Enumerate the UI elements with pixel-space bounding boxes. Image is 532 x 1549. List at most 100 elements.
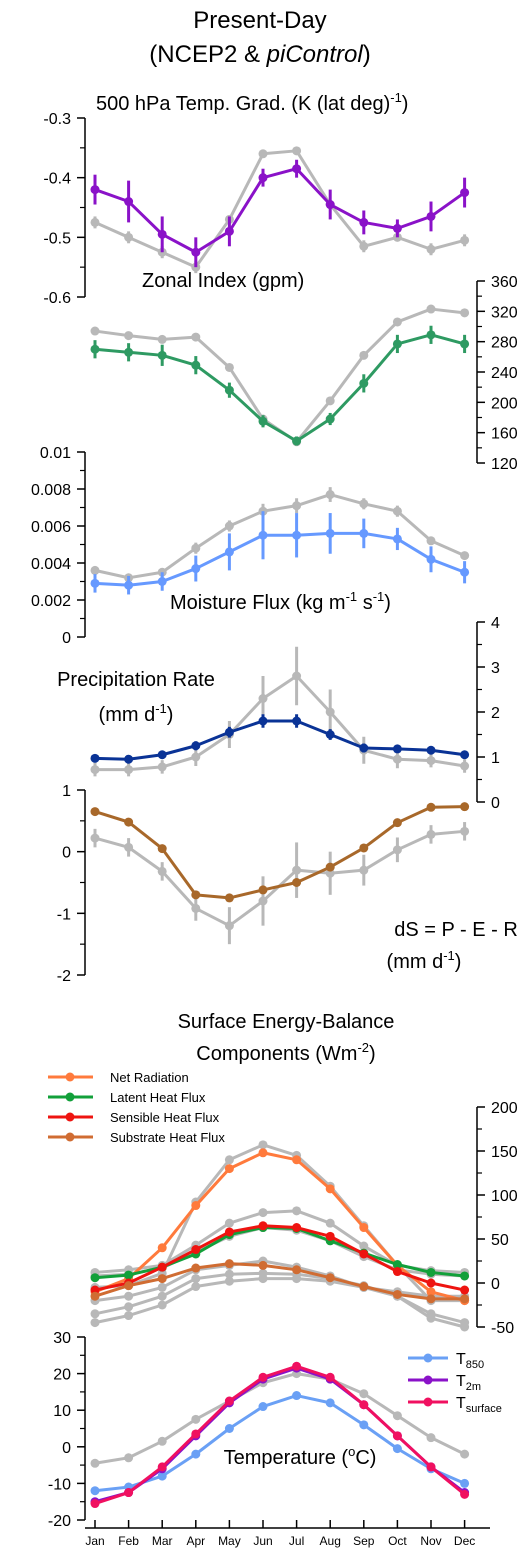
energy-legend-label: Latent Heat Flux [110,1090,206,1105]
energy-tick-label: 150 [491,1144,518,1161]
figure-title-line1: Present-Day [193,7,326,34]
temp-grad-grey-series [90,146,470,274]
precip-grey-series-point [292,671,302,681]
energy-series-3-point [325,1273,335,1283]
temperature-series-2-point [292,1361,302,1371]
moisture-flux-tick-label: 0.006 [31,519,71,536]
energy-series-0-point [359,1223,369,1233]
temperature-series-0-point [258,1402,268,1412]
moisture-flux-grey-series [90,487,470,583]
temp-grad-purple-series-point [292,164,302,174]
precip-grey-series-point [460,761,470,771]
energy-grey-series-4-point [124,1302,134,1312]
temperature-series-2-point [392,1431,402,1441]
precip-tick-label: 2 [491,705,500,722]
temperature-grey-series-point [124,1453,134,1463]
energy-series-3-point [157,1274,167,1284]
moisture-flux-blue-series-point [292,530,302,540]
moisture-flux-blue-series-point [124,580,134,590]
precip-navy-series-point [224,727,234,737]
moisture-flux-tick-label: 0.008 [31,482,71,499]
zonal-index-grey-series-point [325,396,335,406]
zonal-index-grey-series-point [157,334,167,344]
energy-series-0-point [224,1164,234,1174]
energy-grey-series-5-point [258,1274,268,1284]
precip-grey-series-point [426,756,436,766]
precip-tick-label: 1 [491,750,500,767]
energy-grey-series-4-point [90,1309,100,1319]
energy-grey-series-4-point [157,1291,167,1301]
temp-grad-grey-series-point [292,146,302,156]
energy-series-2-point [191,1245,201,1255]
ds-title-line2: (mm d-1) [387,948,462,973]
moisture-flux-blue-series-point [191,564,201,574]
ds-grey-series-point [224,921,234,931]
ds-brown-series-line [94,805,465,900]
temp-grad-purple-series-point [426,211,436,221]
x-tick-label: Dec [454,1534,475,1548]
energy-series-1-point [460,1271,470,1281]
energy-series-3-point [224,1259,234,1269]
energy-tick-label: -50 [491,1320,514,1337]
energy-legend-marker [65,1092,75,1102]
moisture-flux-blue-series-point [258,530,268,540]
energy-legend-marker [65,1112,75,1122]
energy-series-3-point [359,1282,369,1292]
precip-navy-series [90,714,470,764]
energy-series-0-line [94,1151,465,1303]
temp-grad-purple-series-point [224,226,234,236]
energy-grey-series-3-point [157,1282,167,1292]
energy-title-line2: Components (Wm-2) [196,1040,375,1065]
energy-series-0-point [426,1287,436,1297]
zonal-index-green-series-point [460,339,470,349]
energy-grey-series-1-point [325,1218,335,1228]
ds-grey-series-point [392,845,402,855]
energy-series-2-point [258,1221,268,1231]
temp-grad-purple-series-point [90,185,100,195]
temp-grad-purple-series-point [359,217,369,227]
x-tick-label: Nov [420,1534,441,1548]
energy-legend-marker [65,1132,75,1142]
temperature-series-2-point [191,1429,201,1439]
energy-series-2 [90,1221,470,1295]
zonal-index-green-series-point [325,414,335,424]
ds-title-line1: dS = P - E - R [394,919,518,941]
ds-grey-series-line [94,829,465,928]
x-tick-label: Jan [85,1534,104,1548]
ds-brown-series [90,802,470,903]
precip-grey-series-point [325,707,335,717]
x-tick-label: Mar [152,1534,173,1548]
temperature-series-0-line [94,1394,466,1493]
energy-grey-series-5-point [157,1300,167,1310]
energy-series-0-point [258,1148,268,1158]
energy-series-1-point [124,1270,134,1280]
temperature-grey-series-point [90,1458,100,1468]
energy-grey-series-4-point [224,1269,234,1279]
precip-navy-series-point [157,750,167,760]
temperature-grey-series-point [191,1414,201,1424]
zonal-index-grey-series-point [124,331,134,341]
zonal-index-grey-series-point [460,308,470,318]
x-tick-label: Apr [186,1534,205,1548]
temp-grad-tick-label: -0.5 [43,230,71,247]
energy-grey-series-5-point [426,1313,436,1323]
energy-grey-series-0-point [224,1155,234,1165]
energy-grey-series-4-point [191,1274,201,1284]
zonal-index-grey-series-point [392,317,402,327]
ds-brown-series-point [460,802,470,812]
temperature-series-2 [90,1361,470,1509]
moisture-flux-blue-series [90,511,470,595]
zonal-index-tick-label: 320 [491,304,518,321]
temperature-tick-label: -10 [48,1476,71,1493]
ds-brown-series-point [325,862,335,872]
energy-series-3-line [94,1262,465,1301]
ds-tick-label: 0 [62,845,71,862]
ds-grey-series-point [359,865,369,875]
precip-title-line2: (mm d-1) [99,701,174,726]
moisture-flux-blue-series-point [392,534,402,544]
temp-grad-purple-series-point [460,188,470,198]
zonal-index-grey-series-point [224,362,234,372]
temperature-legend-marker [423,1397,433,1407]
precip-grey-series-point [124,765,134,775]
zonal-index-tick-label: 120 [491,456,518,473]
